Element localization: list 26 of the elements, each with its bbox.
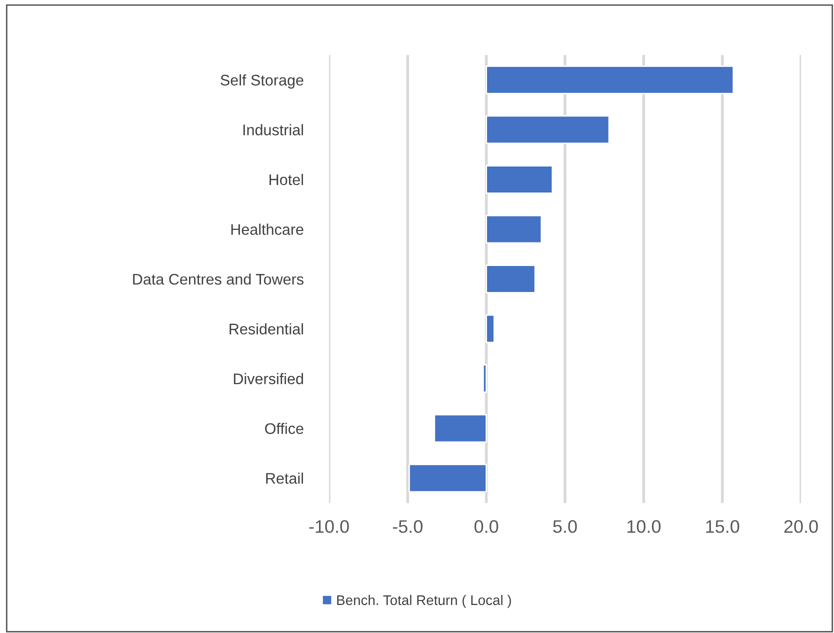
y-tick-label: Retail: [266, 472, 303, 484]
x-tick-label: 10.0: [627, 520, 661, 533]
bar: [486, 66, 734, 94]
bar: [482, 364, 488, 393]
y-tick-label: Healthcare: [231, 224, 304, 235]
x-tick-label: 5.0: [553, 520, 577, 533]
x-tick-label: -10.0: [309, 520, 349, 533]
y-tick-label: Diversified: [234, 373, 304, 384]
legend-label: Bench. Total Return ( Local ): [337, 594, 511, 608]
y-tick-label: Data Centres and Towers: [133, 273, 304, 285]
bar: [486, 214, 542, 244]
x-tick-label: 0.0: [474, 520, 498, 533]
bar: [486, 115, 610, 144]
x-tick-label: 20.0: [784, 520, 818, 533]
bar: [486, 165, 554, 194]
y-tick-label: Hotel: [270, 174, 303, 186]
x-tick-label: -5.0: [392, 520, 423, 533]
y-tick-label: Office: [265, 422, 304, 434]
y-tick-label: Industrial: [243, 124, 303, 136]
bar: [486, 314, 495, 344]
bar: [434, 414, 488, 443]
bar: [408, 464, 488, 492]
y-tick-label: Self Storage: [220, 74, 304, 89]
y-tick-label: Residential: [230, 323, 303, 334]
x-tick-label: 15.0: [706, 520, 740, 533]
bar: [486, 264, 536, 294]
